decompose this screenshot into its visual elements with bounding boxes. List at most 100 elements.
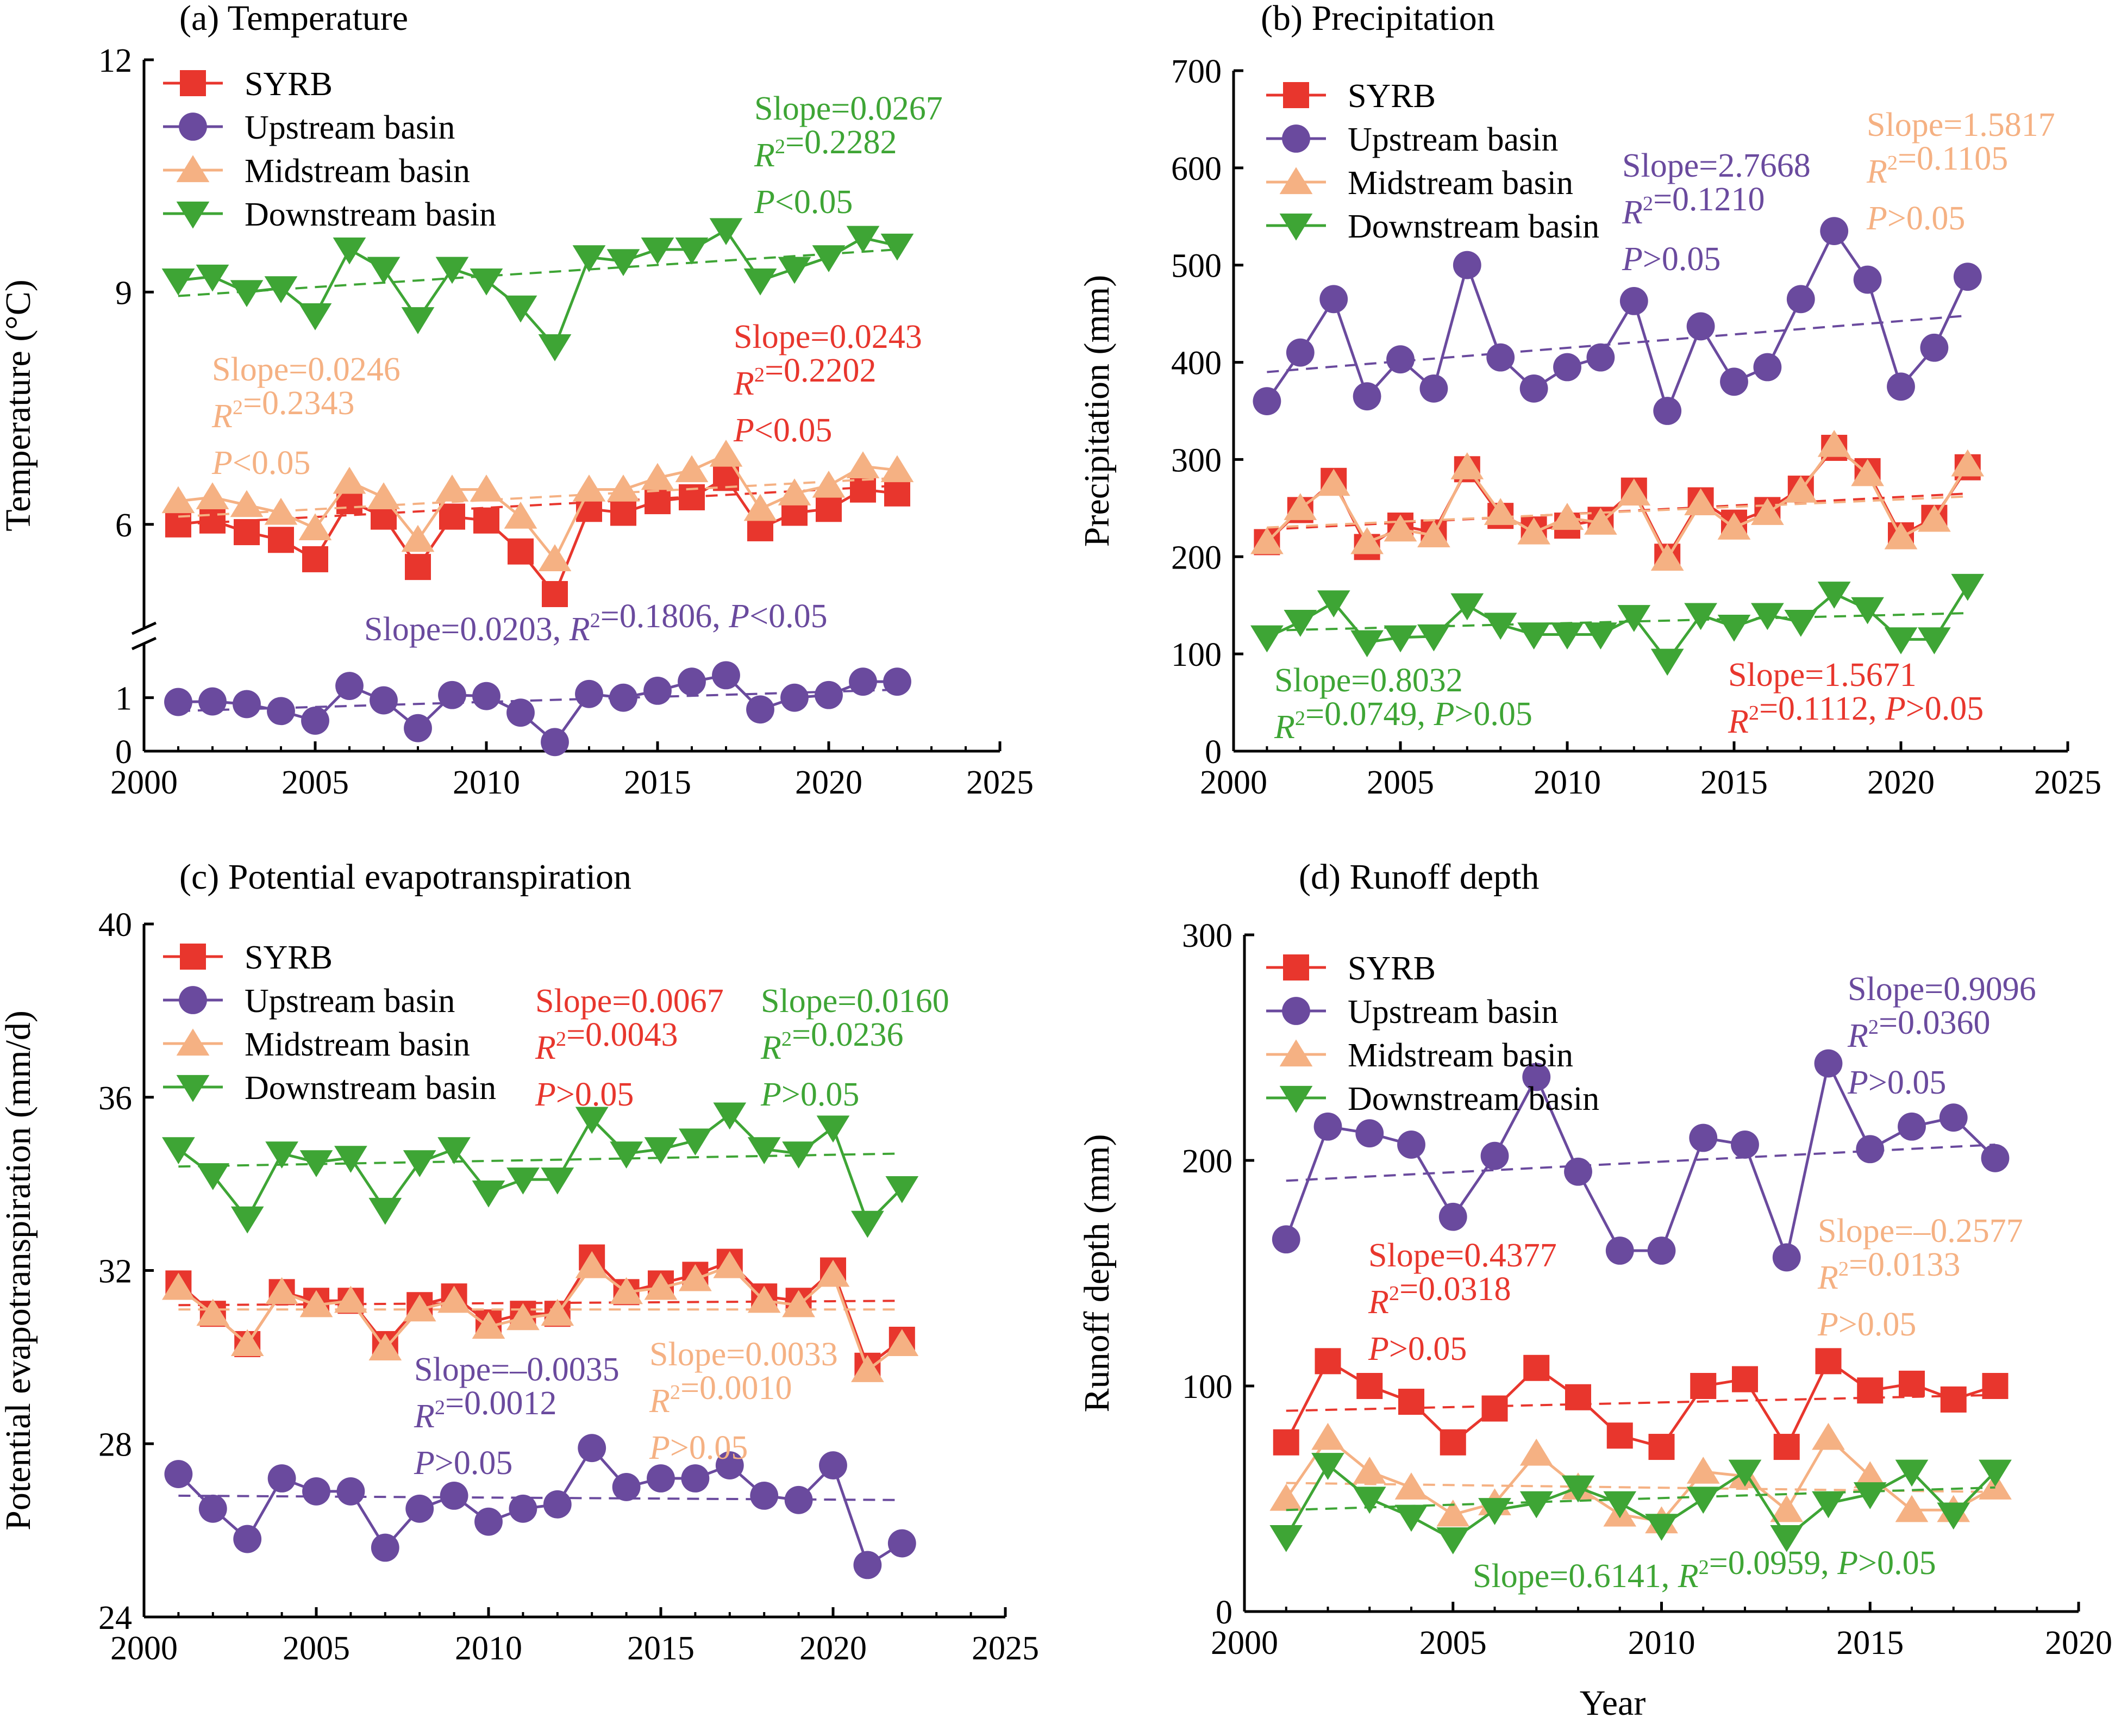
trend-line bbox=[178, 1494, 902, 1501]
x-tick-label: 2015 bbox=[627, 1630, 695, 1667]
trend-statistic: Slope=–0.0035 bbox=[414, 1351, 620, 1388]
data-point bbox=[1606, 1422, 1633, 1449]
legend-label: SYRB bbox=[1348, 78, 1436, 115]
data-point bbox=[401, 307, 435, 334]
data-point bbox=[1920, 333, 1949, 362]
trend-line bbox=[178, 1152, 902, 1168]
trend-statistic: P<0.05 bbox=[211, 445, 310, 482]
data-point bbox=[1951, 573, 1985, 601]
data-point bbox=[1820, 217, 1849, 246]
data-point bbox=[747, 1137, 781, 1164]
data-point bbox=[1550, 622, 1584, 650]
y-tick-label: 0 bbox=[1216, 1594, 1232, 1631]
x-tick-label: 2010 bbox=[1534, 764, 1601, 801]
data-point bbox=[198, 687, 227, 716]
data-point bbox=[299, 1150, 333, 1177]
y-tick-label: 200 bbox=[1171, 539, 1222, 576]
data-point bbox=[1273, 1429, 1299, 1456]
legend-label: Upstream basin bbox=[245, 983, 455, 1020]
x-tick-label: 2015 bbox=[1836, 1625, 1904, 1662]
data-point bbox=[880, 455, 914, 483]
data-point bbox=[1356, 1373, 1383, 1399]
trend-statistic: R2=0.1112, P>0.05 bbox=[1728, 690, 1984, 740]
data-point bbox=[543, 1490, 572, 1519]
data-point bbox=[196, 264, 229, 292]
data-point bbox=[1311, 1422, 1344, 1450]
data-point bbox=[1653, 397, 1682, 425]
trend-statistic: P>0.05 bbox=[649, 1429, 748, 1466]
data-point bbox=[1939, 1103, 1968, 1132]
legend-label: Upstream basin bbox=[245, 109, 455, 146]
trend-statistic: Slope=0.8032 bbox=[1274, 662, 1463, 699]
data-point bbox=[743, 494, 777, 521]
panel-title: (a) Temperature bbox=[179, 0, 408, 38]
data-point bbox=[161, 486, 195, 514]
data-point bbox=[812, 470, 846, 498]
data-point bbox=[405, 1494, 434, 1523]
data-point bbox=[778, 478, 811, 505]
data-point bbox=[1918, 504, 1951, 532]
legend-label: Midstream basin bbox=[1348, 1037, 1573, 1074]
data-point bbox=[1884, 627, 1918, 654]
data-point bbox=[644, 1272, 678, 1300]
data-point bbox=[1517, 622, 1550, 650]
y-tick-label: 200 bbox=[1182, 1143, 1232, 1180]
x-tick-label: 2015 bbox=[624, 764, 691, 801]
legend-label: Upstream basin bbox=[1348, 994, 1558, 1031]
data-point bbox=[1982, 1373, 2009, 1399]
legend-marker bbox=[1283, 954, 1309, 981]
data-point bbox=[334, 1146, 367, 1173]
data-point bbox=[1770, 1495, 1804, 1522]
series-midstream bbox=[161, 439, 914, 571]
data-point bbox=[504, 501, 537, 529]
series-downstream bbox=[161, 218, 914, 361]
data-point bbox=[1284, 493, 1317, 520]
data-point bbox=[1603, 1491, 1637, 1519]
data-point bbox=[1814, 1049, 1843, 1078]
data-point bbox=[1394, 1504, 1428, 1532]
data-point bbox=[368, 1197, 402, 1225]
data-point bbox=[196, 1163, 230, 1190]
x-tick-label: 2000 bbox=[1211, 1625, 1278, 1662]
trend-statistic: R2=0.0133 bbox=[1817, 1246, 1961, 1296]
data-point bbox=[509, 1494, 537, 1523]
y-tick-label: 6 bbox=[115, 507, 132, 544]
data-point bbox=[1857, 1377, 1884, 1404]
trend-statistic: Slope=0.0067 bbox=[535, 983, 724, 1020]
data-point bbox=[1951, 449, 1985, 477]
y-tick-label: 40 bbox=[98, 907, 132, 944]
data-point bbox=[1751, 498, 1784, 525]
data-point bbox=[299, 1290, 333, 1317]
data-point bbox=[1311, 1453, 1344, 1480]
legend-label: SYRB bbox=[1348, 950, 1436, 987]
data-point bbox=[199, 507, 226, 534]
data-point bbox=[440, 1481, 468, 1510]
legend: SYRB Upstream basin Midstream basin Downstr… bbox=[1266, 950, 1599, 1117]
trend-statistic: R2=0.2343 bbox=[211, 385, 355, 435]
series-downstream bbox=[162, 1102, 919, 1238]
data-point bbox=[298, 513, 332, 540]
series-line bbox=[178, 228, 898, 349]
trend-line bbox=[178, 688, 898, 713]
panel-a-temperature: (a) Temperature 2000 2005 2010 2015 2020 2025 0… bbox=[0, 0, 1034, 801]
trend-statistic: Slope=0.0160 bbox=[761, 983, 949, 1020]
data-point bbox=[1478, 1498, 1511, 1525]
y-tick-label: 1 bbox=[115, 680, 132, 717]
legend-marker bbox=[176, 1028, 210, 1056]
data-point bbox=[1453, 251, 1481, 279]
axis-break-mark bbox=[131, 636, 157, 651]
data-point bbox=[470, 474, 503, 502]
trend-statistic: R2=0.0749, P>0.05 bbox=[1274, 696, 1532, 746]
data-point bbox=[746, 695, 774, 724]
data-point bbox=[1317, 590, 1350, 617]
trend-statistic: R2=0.0043 bbox=[535, 1016, 678, 1066]
legend-marker bbox=[1283, 82, 1309, 108]
data-point bbox=[472, 1312, 505, 1339]
trend-statistic: Slope=–0.2577 bbox=[1818, 1213, 2023, 1250]
data-point bbox=[302, 1477, 330, 1506]
panel-title: (b) Precipitation bbox=[1261, 0, 1495, 38]
trend-statistic: P>0.05 bbox=[1847, 1064, 1946, 1101]
data-point bbox=[1720, 367, 1748, 396]
data-point bbox=[437, 1285, 471, 1313]
